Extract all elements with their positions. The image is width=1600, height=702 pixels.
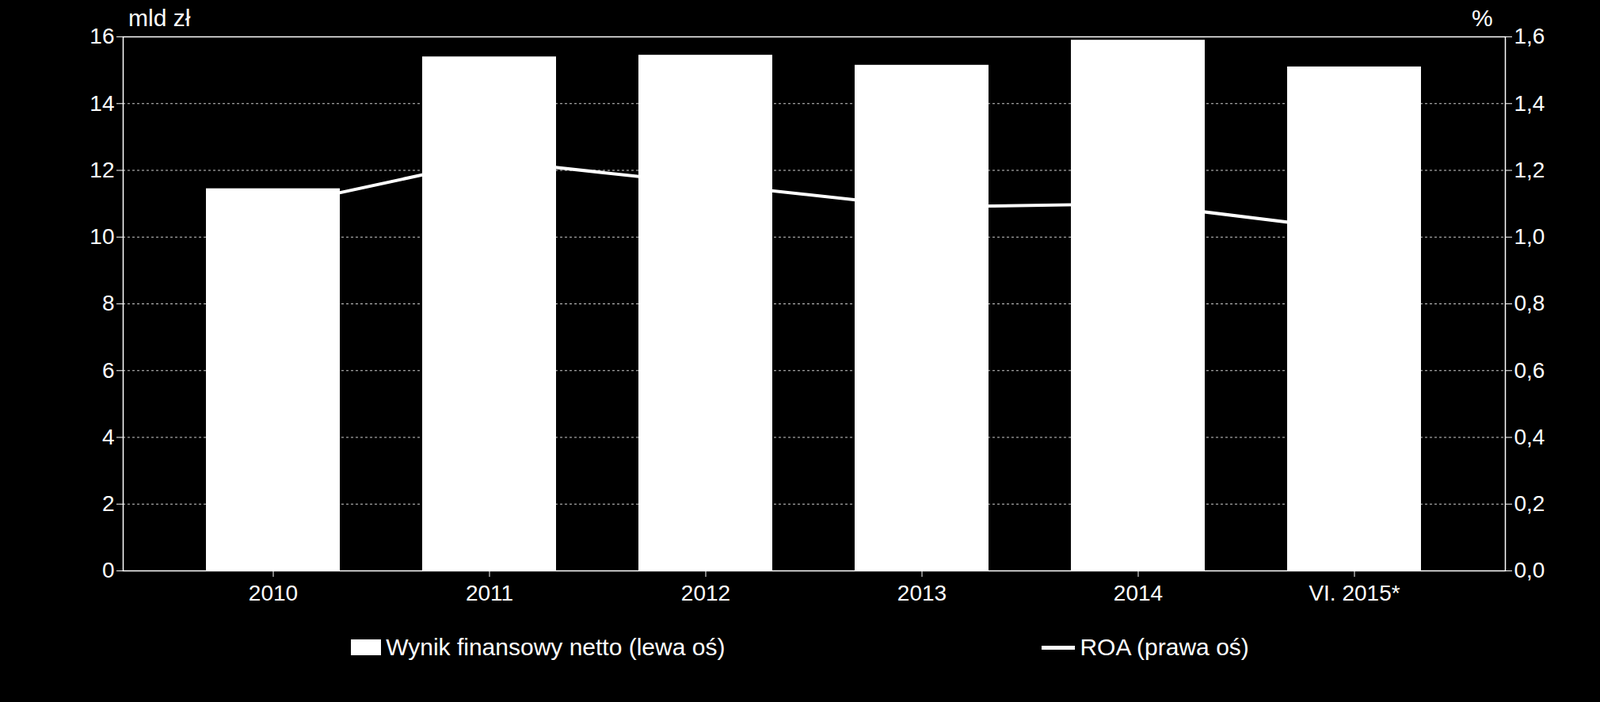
svg-text:6: 6 <box>102 358 115 383</box>
svg-text:8: 8 <box>102 290 115 316</box>
svg-text:0,8: 0,8 <box>1514 290 1546 316</box>
html-text:mld zł: mld zł <box>128 4 191 31</box>
svg-text:16: 16 <box>89 23 115 49</box>
svg-text:2: 2 <box>102 491 115 516</box>
svg-text:0,0: 0,0 <box>1514 557 1546 583</box>
svg-text:2012: 2012 <box>681 580 731 606</box>
svg-text:14: 14 <box>89 91 115 116</box>
svg-text:2010: 2010 <box>248 580 298 606</box>
svg-text:0,2: 0,2 <box>1514 491 1546 516</box>
svg-text:1,2: 1,2 <box>1514 157 1546 183</box>
html-text:Wynik finansowy netto (lewa oś: Wynik finansowy netto (lewa oś) <box>385 633 726 660</box>
svg-text:0,6: 0,6 <box>1514 358 1546 383</box>
svg-text:10: 10 <box>89 224 115 249</box>
svg-text:2013: 2013 <box>897 580 947 606</box>
svg-text:12: 12 <box>89 157 115 183</box>
svg-text:0,4: 0,4 <box>1514 424 1546 450</box>
svg-text:0: 0 <box>102 557 115 583</box>
html-text:ROA (prawa oś): ROA (prawa oś) <box>1079 633 1249 660</box>
svg-text:1,0: 1,0 <box>1514 224 1546 249</box>
svg-text:1,6: 1,6 <box>1514 23 1546 49</box>
svg-text:2014: 2014 <box>1113 580 1163 606</box>
svg-text:4: 4 <box>102 424 115 450</box>
svg-text:2011: 2011 <box>465 580 514 606</box>
svg-text:1,4: 1,4 <box>1514 91 1546 116</box>
svg-text:VI. 2015*: VI. 2015* <box>1308 580 1400 606</box>
